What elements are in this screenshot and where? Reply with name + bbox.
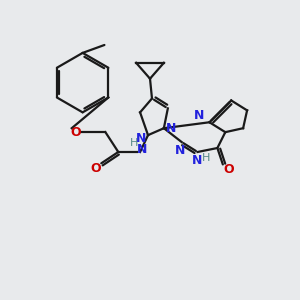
Text: O: O (223, 163, 234, 176)
Text: O: O (90, 162, 101, 175)
Text: N: N (192, 154, 203, 167)
Text: N: N (166, 122, 176, 135)
Text: H: H (130, 138, 138, 148)
Text: N: N (194, 109, 205, 122)
Text: N: N (137, 142, 147, 155)
Text: N: N (136, 132, 146, 145)
Text: N: N (175, 143, 185, 157)
Text: O: O (70, 126, 81, 139)
Text: H: H (202, 153, 211, 163)
